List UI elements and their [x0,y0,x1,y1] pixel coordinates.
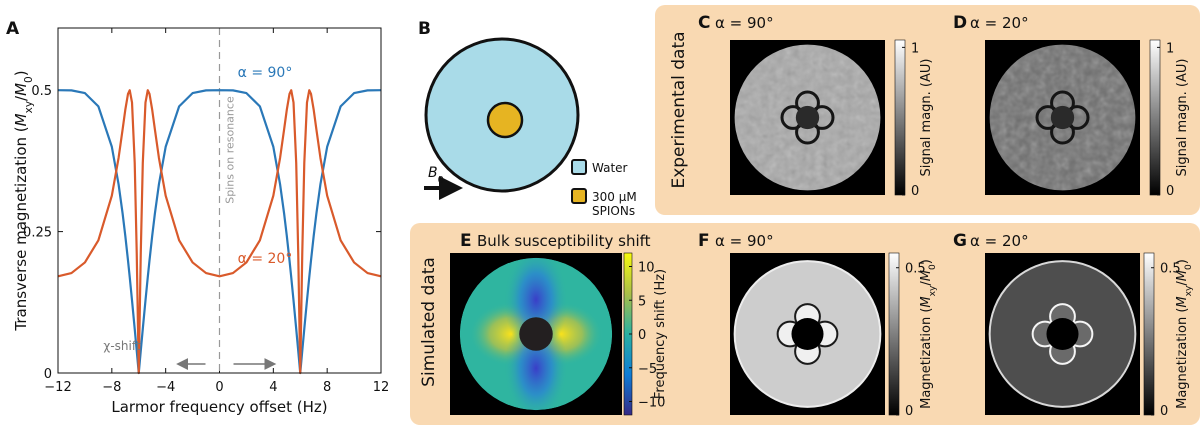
colorbar-tick-label: 1 [1166,41,1174,56]
panel-label: F [698,231,710,251]
group-title: Simulated data [419,257,439,387]
colorbar-label: Signal magn. (AU) [1175,58,1190,176]
series-label: α = 90° [238,65,293,81]
colorbar-tick-label: 5 [638,294,646,309]
panel-title: Bulk susceptibility shift [477,232,651,250]
label-part: Signal magn. (AU) [1175,58,1190,176]
legend-label: Water [592,161,628,175]
y-tick-label: 0.5 [31,84,52,99]
label-part: xy [928,285,938,296]
colorbar-tick-label: 0 [905,404,913,419]
reference-label: Spins on resonance [224,96,237,204]
label-part: ) [1175,259,1190,264]
label-part: M [919,296,934,307]
label-part: Magnetization ( [919,308,934,409]
legend-swatch [572,160,586,174]
colorbar-label: Signal magn. (AU) [919,58,934,176]
label-part: Signal magn. (AU) [919,58,934,176]
label-part: xy [23,101,35,113]
insert [791,318,823,350]
label-part: xy [1184,285,1194,296]
spion-insert [488,103,522,137]
legend-label: SPIONs [592,204,635,218]
insert [1051,106,1074,129]
colorbar-label: Frequency shift (Hz) [653,269,668,399]
label-part: B [428,165,438,181]
y-axis-label: Transverse magnetization (Mxy/M0) [12,70,35,331]
x-tick-label: 4 [269,380,277,395]
label-part: M [1175,296,1190,307]
panel-label: C [698,13,710,33]
legend-label: 300 µM [592,190,637,204]
colorbar-tick-label: 0 [911,184,919,199]
y-tick-label: 0 [44,367,52,382]
panel-title: α = 20° [970,14,1029,32]
annotation: χ-shift [103,339,140,353]
colorbar-tick-label: 1 [911,41,919,56]
insert [519,317,553,351]
panel-label: A [6,19,20,39]
panel-title: α = 20° [970,232,1029,250]
label-part: 0 [438,175,444,186]
field-label: B0 [428,165,444,186]
colorbar-tick-label: 0 [638,328,646,343]
panel-label: B [418,19,431,39]
panel-title: α = 90° [715,232,774,250]
panel-label: E [460,231,472,251]
panel-label: G [953,231,967,251]
x-tick-label: −8 [102,380,121,395]
colorbar-tick-label: 0 [1166,184,1174,199]
colorbar [889,253,899,415]
label-part: Frequency shift (Hz) [653,269,668,399]
panel-title: α = 90° [715,14,774,32]
label-part: M [12,113,30,126]
x-tick-label: −4 [156,380,175,395]
panel-label: D [953,13,967,33]
figure: A−12−8−40481200.250.5Spins on resonanceα… [0,0,1200,425]
label-part: Transverse magnetization ( [12,126,30,331]
x-axis-label: Larmor frequency offset (Hz) [111,398,327,416]
label-part: M [1175,270,1190,281]
x-tick-label: 8 [323,380,331,395]
label-part: 0 [23,76,35,83]
label-part: ) [12,70,30,76]
insert [796,106,819,129]
insert [1046,318,1078,350]
label-part: M [919,270,934,281]
legend-swatch [572,189,586,203]
label-part: ) [919,259,934,264]
colorbar [1150,40,1160,195]
group-title: Experimental data [669,31,689,188]
colorbar [895,40,905,195]
label-part: Magnetization ( [1175,308,1190,409]
series-label: α = 20° [238,251,293,267]
x-tick-label: 12 [373,380,390,395]
label-part: M [12,83,30,96]
x-tick-label: 0 [215,380,223,395]
colorbar [1144,253,1154,415]
x-tick-label: −12 [44,380,71,395]
colorbar-tick-label: 0 [1160,404,1168,419]
